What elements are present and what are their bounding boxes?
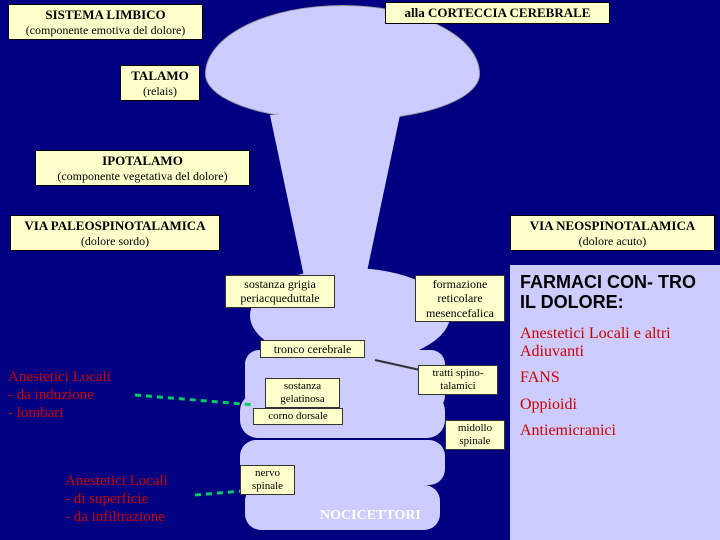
label-nervo: nervo spinale xyxy=(240,465,295,495)
label-corno: corno dorsale xyxy=(253,408,343,425)
left-b-l2: - di superficie xyxy=(65,490,168,508)
box-ipotalamo: IPOTALAMO (componente vegetativa del dol… xyxy=(35,150,250,186)
left-a-l3: - lombari xyxy=(8,404,111,422)
label-grigia: sostanza grigia periacqueduttale xyxy=(225,275,335,308)
panel-item-antiemicranici: Antiemicranici xyxy=(520,422,710,440)
neo-sub: (dolore acuto) xyxy=(517,234,708,248)
paleo-title: VIA PALEOSPINOTALAMICA xyxy=(17,218,213,234)
label-tronco: tronco cerebrale xyxy=(260,340,365,358)
left-b-l1: Anestetici Locali xyxy=(65,472,168,490)
corteccia-title: alla CORTECCIA CEREBRALE xyxy=(392,5,603,21)
box-limbico: SISTEMA LIMBICO (componente emotiva del … xyxy=(8,4,203,40)
panel-title: FARMACI CON- TRO IL DOLORE: xyxy=(520,273,710,313)
panel-item-oppioidi: Oppioidi xyxy=(520,396,710,414)
label-midollo: midollo spinale xyxy=(445,420,505,450)
left-a-l1: Anestetici Locali xyxy=(8,368,111,386)
panel-item-fans: FANS xyxy=(520,369,710,387)
paleo-sub: (dolore sordo) xyxy=(17,234,213,248)
box-talamo: TALAMO (relais) xyxy=(120,65,200,101)
limbico-sub: (componente emotiva del dolore) xyxy=(15,23,196,37)
box-corteccia: alla CORTECCIA CEREBRALE xyxy=(385,2,610,24)
right-panel: FARMACI CON- TRO IL DOLORE: Anestetici L… xyxy=(510,265,720,540)
label-gelatinosa: sostanza gelatinosa xyxy=(265,378,340,408)
ipotalamo-title: IPOTALAMO xyxy=(42,153,243,169)
label-reticolare: formazione reticolare mesencefalica xyxy=(415,275,505,322)
talamo-title: TALAMO xyxy=(127,68,193,84)
neo-title: VIA NEOSPINOTALAMICA xyxy=(517,218,708,234)
box-neo: VIA NEOSPINOTALAMICA (dolore acuto) xyxy=(510,215,715,251)
left-anestetici-a: Anestetici Locali - da induzione - lomba… xyxy=(8,368,111,422)
limbico-title: SISTEMA LIMBICO xyxy=(15,7,196,23)
label-tratti: tratti spino- talamici xyxy=(418,365,498,395)
left-anestetici-b: Anestetici Locali - di superficie - da i… xyxy=(65,472,168,526)
left-b-l3: - da infiltrazione xyxy=(65,508,168,526)
talamo-sub: (relais) xyxy=(127,84,193,98)
left-a-l2: - da induzione xyxy=(8,386,111,404)
ipotalamo-sub: (componente vegetativa del dolore) xyxy=(42,169,243,183)
box-paleo: VIA PALEOSPINOTALAMICA (dolore sordo) xyxy=(10,215,220,251)
label-nocicettori: NOCICETTORI xyxy=(320,508,421,524)
panel-item-anestetici: Anestetici Locali e altri Adiuvanti xyxy=(520,325,710,362)
